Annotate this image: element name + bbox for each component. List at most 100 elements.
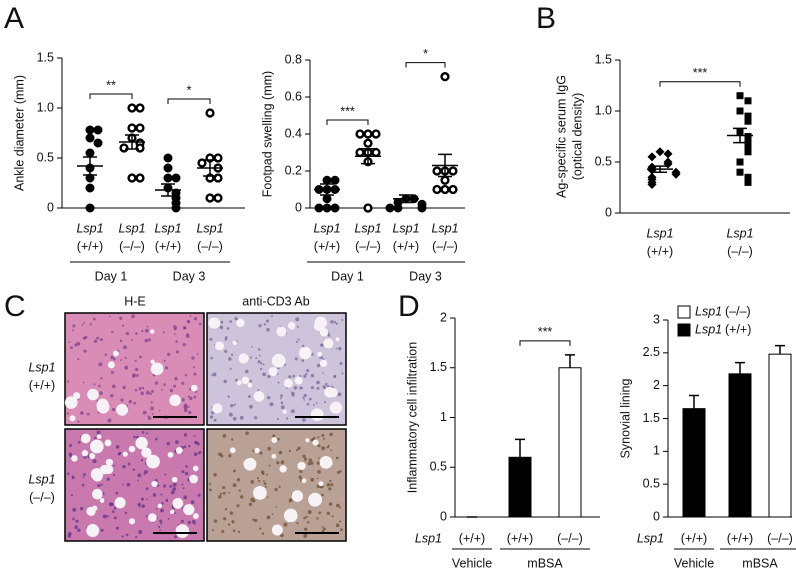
- cell: [81, 324, 84, 326]
- cell: [317, 436, 320, 439]
- cell: [229, 511, 234, 515]
- cell: [315, 402, 318, 404]
- cell: [318, 511, 322, 515]
- fat-cell: [271, 353, 286, 368]
- cell: [327, 333, 331, 337]
- cell: [122, 483, 124, 486]
- y-tick-label: 0.5: [37, 150, 54, 164]
- histology-images: [64, 312, 347, 542]
- x-gene-label: Lsp1: [431, 221, 458, 235]
- cell: [208, 488, 212, 492]
- cell: [113, 516, 117, 520]
- cell: [208, 483, 212, 486]
- y-tick-label: 1.0: [37, 100, 54, 114]
- cell: [310, 461, 314, 465]
- cell: [160, 508, 164, 513]
- fat-cell: [116, 403, 129, 416]
- cell: [161, 502, 164, 505]
- x-genotype-label: (+/+): [727, 531, 753, 545]
- data-point: [330, 175, 340, 185]
- cell: [316, 386, 320, 390]
- fat-cell: [69, 415, 76, 422]
- fat-cell: [150, 329, 155, 334]
- cell: [321, 493, 324, 497]
- data-point: [163, 153, 173, 163]
- fat-cell: [86, 524, 100, 538]
- cell: [268, 464, 271, 467]
- cell: [305, 372, 308, 376]
- cell: [296, 325, 299, 328]
- cell: [272, 434, 276, 438]
- data-point: [171, 203, 181, 213]
- y-tick-label: 2: [440, 310, 447, 324]
- cell: [135, 367, 139, 372]
- fat-cell: [305, 438, 310, 443]
- cell: [148, 338, 152, 342]
- cell: [223, 517, 227, 521]
- cell: [187, 520, 191, 525]
- cell: [308, 458, 313, 463]
- data-point: [440, 184, 450, 195]
- cell: [167, 518, 170, 520]
- data-point: [647, 179, 657, 189]
- data-point: [85, 133, 95, 143]
- cell: [322, 385, 326, 389]
- cell: [339, 506, 342, 509]
- cell: [66, 412, 70, 415]
- fat-cell: [141, 447, 152, 458]
- cell: [173, 535, 178, 539]
- cell: [111, 331, 114, 334]
- cell: [158, 409, 161, 412]
- data-point: [314, 203, 324, 213]
- cell: [248, 502, 253, 507]
- cell: [292, 395, 294, 397]
- cell: [224, 338, 228, 341]
- fat-cell: [301, 478, 307, 484]
- cell: [182, 343, 186, 347]
- cell: [317, 470, 321, 474]
- cell: [222, 491, 226, 495]
- cell: [218, 452, 222, 457]
- cell: [93, 317, 96, 321]
- fat-cell: [170, 509, 175, 515]
- cell: [156, 484, 160, 487]
- cell: [269, 402, 274, 407]
- cell: [107, 418, 112, 423]
- significance-bracket: [167, 98, 211, 104]
- cell: [67, 380, 70, 383]
- cell: [288, 500, 291, 503]
- cell: [267, 496, 269, 498]
- fat-cell: [253, 391, 265, 402]
- cell: [134, 359, 137, 362]
- cell: [232, 469, 236, 473]
- x-gene-label: Lsp1: [726, 226, 753, 240]
- fat-cell: [236, 380, 242, 386]
- group-label: Vehicle: [674, 556, 714, 568]
- cell: [211, 374, 213, 377]
- cell: [172, 487, 177, 491]
- cell: [302, 454, 306, 458]
- cell: [141, 431, 145, 434]
- fat-cell: [192, 465, 199, 472]
- cell: [174, 377, 178, 381]
- cell: [327, 444, 330, 447]
- cell: [83, 473, 86, 476]
- cell: [86, 412, 90, 416]
- cell: [304, 460, 307, 462]
- cell: [229, 320, 232, 324]
- fat-cell: [282, 409, 287, 414]
- data-point: [385, 203, 395, 213]
- cell: [235, 378, 239, 382]
- cell: [311, 439, 313, 442]
- cell: [140, 391, 144, 396]
- data-point: [330, 203, 340, 213]
- data-point: [135, 173, 145, 183]
- fat-cell: [96, 434, 102, 439]
- cell: [139, 355, 142, 359]
- fat-cell: [271, 437, 278, 444]
- cell: [321, 446, 326, 451]
- cell: [261, 532, 265, 535]
- cell: [297, 446, 301, 450]
- significance-label: ***: [693, 66, 708, 80]
